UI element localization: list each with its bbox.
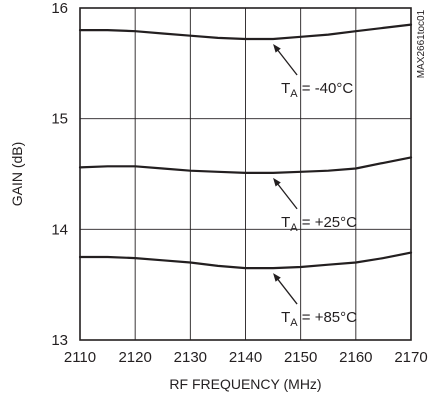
x-tick-label: 2170 <box>394 349 427 366</box>
x-tick-label: 2140 <box>229 349 262 366</box>
annotation-arrow-shaft <box>275 181 298 210</box>
series-line-0 <box>78 23 413 41</box>
x-tick-label: 2130 <box>174 349 207 366</box>
x-tick-label: 2120 <box>118 349 151 366</box>
annotation-arrow-head <box>273 177 281 187</box>
series-annotation-label: TA = +25°C <box>281 214 357 234</box>
y-tick-label: 14 <box>51 221 68 238</box>
x-tick-label: 2160 <box>339 349 372 366</box>
annotations-group: TA = -40°C TA = +25°C TA = +85°C <box>273 43 357 329</box>
annotation-arrow-shaft <box>275 47 298 76</box>
x-axis-label: RF FREQUENCY (MHz) <box>169 376 321 392</box>
series-annotation-label: TA = +85°C <box>281 309 357 329</box>
y-tick-label: 16 <box>51 0 68 17</box>
series-annotation-label: TA = -40°C <box>281 80 353 100</box>
annotation-arrow-head <box>273 273 281 282</box>
x-tick-label: 2150 <box>284 349 317 366</box>
series-group <box>78 23 413 270</box>
grid <box>80 8 411 340</box>
x-tick-labels: 2110 2120 2130 2140 2150 2160 2170 <box>64 349 428 366</box>
series-line-2 <box>78 251 413 270</box>
y-tick-label: 13 <box>51 332 68 349</box>
plot-area-frame <box>79 7 412 341</box>
series-line-1 <box>78 156 413 174</box>
figure-id-label: MAX2661toc01 <box>416 9 427 78</box>
annotation-arrow-head <box>273 43 281 53</box>
y-tick-labels: 13 14 15 16 <box>51 0 68 349</box>
y-axis-label: GAIN (dB) <box>9 142 25 207</box>
y-tick-label: 15 <box>51 111 68 128</box>
x-tick-label: 2110 <box>64 349 96 366</box>
annotation-arrow-shaft <box>275 276 298 305</box>
